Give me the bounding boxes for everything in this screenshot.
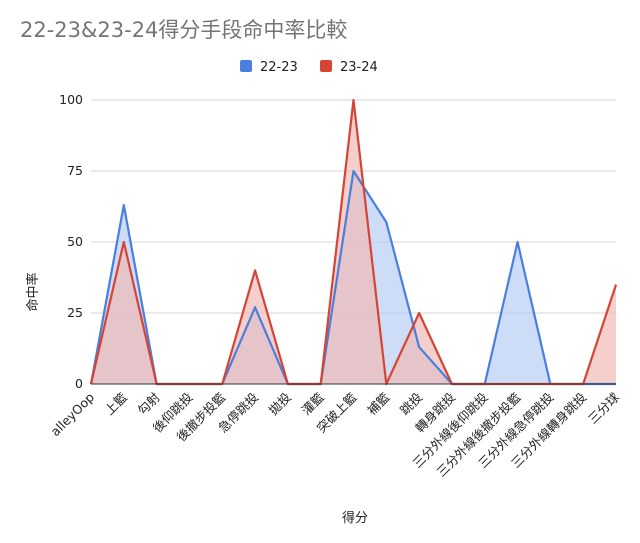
x-tick-label: 勾射 [134,390,162,418]
x-tick-label: 跳投 [397,390,425,418]
legend-swatch [320,60,332,72]
legend[interactable]: 22-23 23-24 [240,60,378,75]
y-axis-title: 命中率 [25,272,41,311]
legend-swatch [240,60,252,72]
x-tick-label: 灌籃 [299,390,327,418]
y-axis-ticks: 0 25 50 75 100 [59,92,83,391]
legend-label: 23-24 [340,60,378,75]
legend-label: 22-23 [260,60,298,75]
x-tick-label: 補籃 [364,390,392,418]
x-axis-title: 得分 [342,510,368,526]
y-tick-label: 25 [67,305,83,320]
x-tick-label: 拋投 [266,390,294,418]
legend-item-22-23[interactable]: 22-23 [240,60,298,75]
y-tick-label: 100 [59,92,83,107]
x-tick-label: alleyOop [48,389,98,439]
y-tick-label: 50 [67,234,83,249]
legend-item-23-24[interactable]: 23-24 [320,60,378,75]
y-tick-label: 0 [75,376,83,391]
x-tick-label: 上籃 [102,390,130,418]
x-tick-label: 三分球 [585,389,622,426]
chart-title: 22-23&23-24得分手段命中率比較 [20,18,347,42]
y-tick-label: 75 [67,163,83,178]
